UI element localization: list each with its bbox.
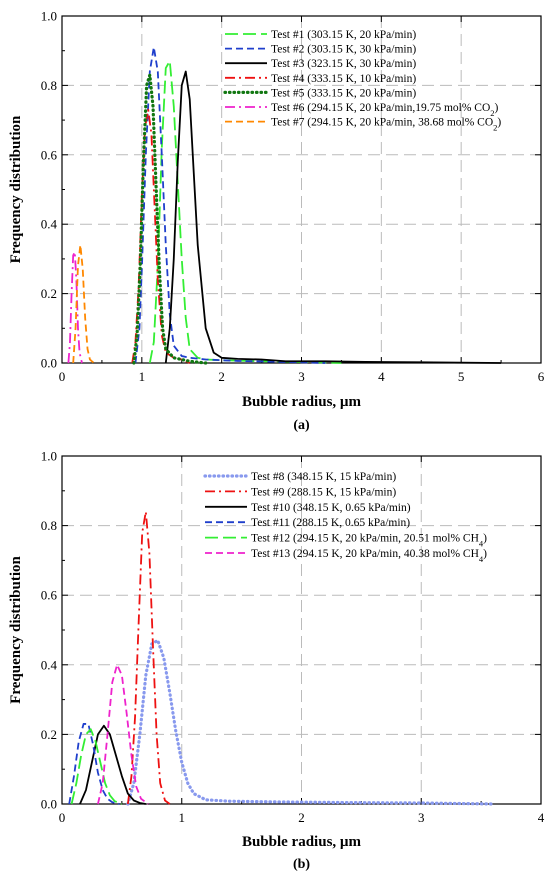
series-line: [132, 73, 208, 365]
y-tick-label: 0.0: [41, 797, 57, 812]
x-tick-label: 4: [538, 810, 545, 825]
series-line: [70, 728, 123, 805]
y-tick-label: 0.6: [41, 588, 58, 603]
x-tick-label: 0: [59, 369, 66, 384]
y-tick-label: 0.8: [41, 78, 57, 93]
x-tick-label: 2: [298, 810, 305, 825]
panel-label: (a): [293, 418, 310, 433]
legend-entry: Test #3 (323.15 K, 30 kPa/min): [271, 58, 416, 70]
y-tick-label: 1.0: [41, 9, 57, 24]
legend-entry: Test #13 (294.15 K, 20 kPa/min, 40.38 mo…: [251, 548, 487, 564]
y-tick-label: 1.0: [41, 449, 57, 464]
y-tick-label: 0.2: [41, 286, 57, 301]
legend-entry: Test #1 (303.15 K, 20 kPa/min): [271, 29, 416, 41]
y-tick-label: 0.4: [41, 657, 58, 672]
x-axis-label: Bubble radius, µm: [242, 834, 362, 850]
y-tick-label: 0.0: [41, 356, 57, 371]
y-tick-label: 0.8: [41, 518, 57, 533]
x-tick-label: 3: [298, 369, 305, 384]
legend-entry: Test #7 (294.15 K, 20 kPa/min, 38.68 mol…: [271, 117, 501, 133]
x-tick-label: 5: [458, 369, 465, 384]
panel-b: 0 1 2 3 4 0.0 0.2 0.4 0.6 0.8 1.0 Bubble radius, µm…: [8, 449, 545, 873]
series-line: [67, 251, 83, 364]
series-line: [131, 108, 191, 364]
legend-entry: Test #9 (288.15 K, 15 kPa/min): [251, 486, 396, 498]
legend-entry: Test #5 (333.15 K, 20 kPa/min): [271, 87, 416, 99]
legend-entry: Test #2 (303.15 K, 30 kPa/min): [271, 44, 416, 56]
y-axis-label: Frequency distribution: [8, 556, 24, 704]
x-tick-label: 1: [139, 369, 146, 384]
legend-entry: Test #6 (294.15 K, 20 kPa/min,19.75 mol%…: [271, 102, 499, 118]
legend-entry: Test #12 (294.15 K, 20 kPa/min, 20.51 mo…: [251, 533, 487, 549]
series-line: [79, 724, 146, 805]
x-axis-label: Bubble radius, µm: [242, 394, 362, 410]
panel-label: (b): [293, 857, 310, 872]
series-line: [134, 46, 326, 364]
series-line: [72, 244, 95, 364]
series-line: [97, 663, 149, 805]
x-tick-label: 3: [418, 810, 425, 825]
y-tick-label: 0.2: [41, 727, 57, 742]
x-tick-label: 4: [378, 369, 385, 384]
series-line: [126, 638, 495, 806]
x-tick-label: 2: [218, 369, 225, 384]
x-tick-label: 0: [59, 810, 66, 825]
series-line: [126, 510, 171, 805]
y-axis-label: Frequency distribution: [8, 115, 24, 263]
panel-a: 0 1 2 3 4 5 6 0.0 0.2 0.4 0.6 0.8 1.0 Bubble radius, …: [8, 9, 545, 434]
x-tick-label: 6: [538, 369, 545, 384]
y-tick-label: 0.6: [41, 147, 58, 162]
x-tick-label: 1: [179, 810, 186, 825]
legend-entry: Test #11 (288.15 K, 0.65 kPa/min): [251, 517, 410, 529]
legend-entry: Test #4 (333.15 K, 10 kPa/min): [271, 73, 416, 85]
y-tick-label: 0.4: [41, 217, 58, 232]
legend-entry: Test #10 (348.15 K, 0.65 kPa/min): [251, 502, 411, 514]
series-line: [68, 723, 120, 805]
legend-entry: Test #8 (348.15 K, 15 kPa/min): [251, 471, 396, 483]
series-line: [164, 70, 502, 364]
